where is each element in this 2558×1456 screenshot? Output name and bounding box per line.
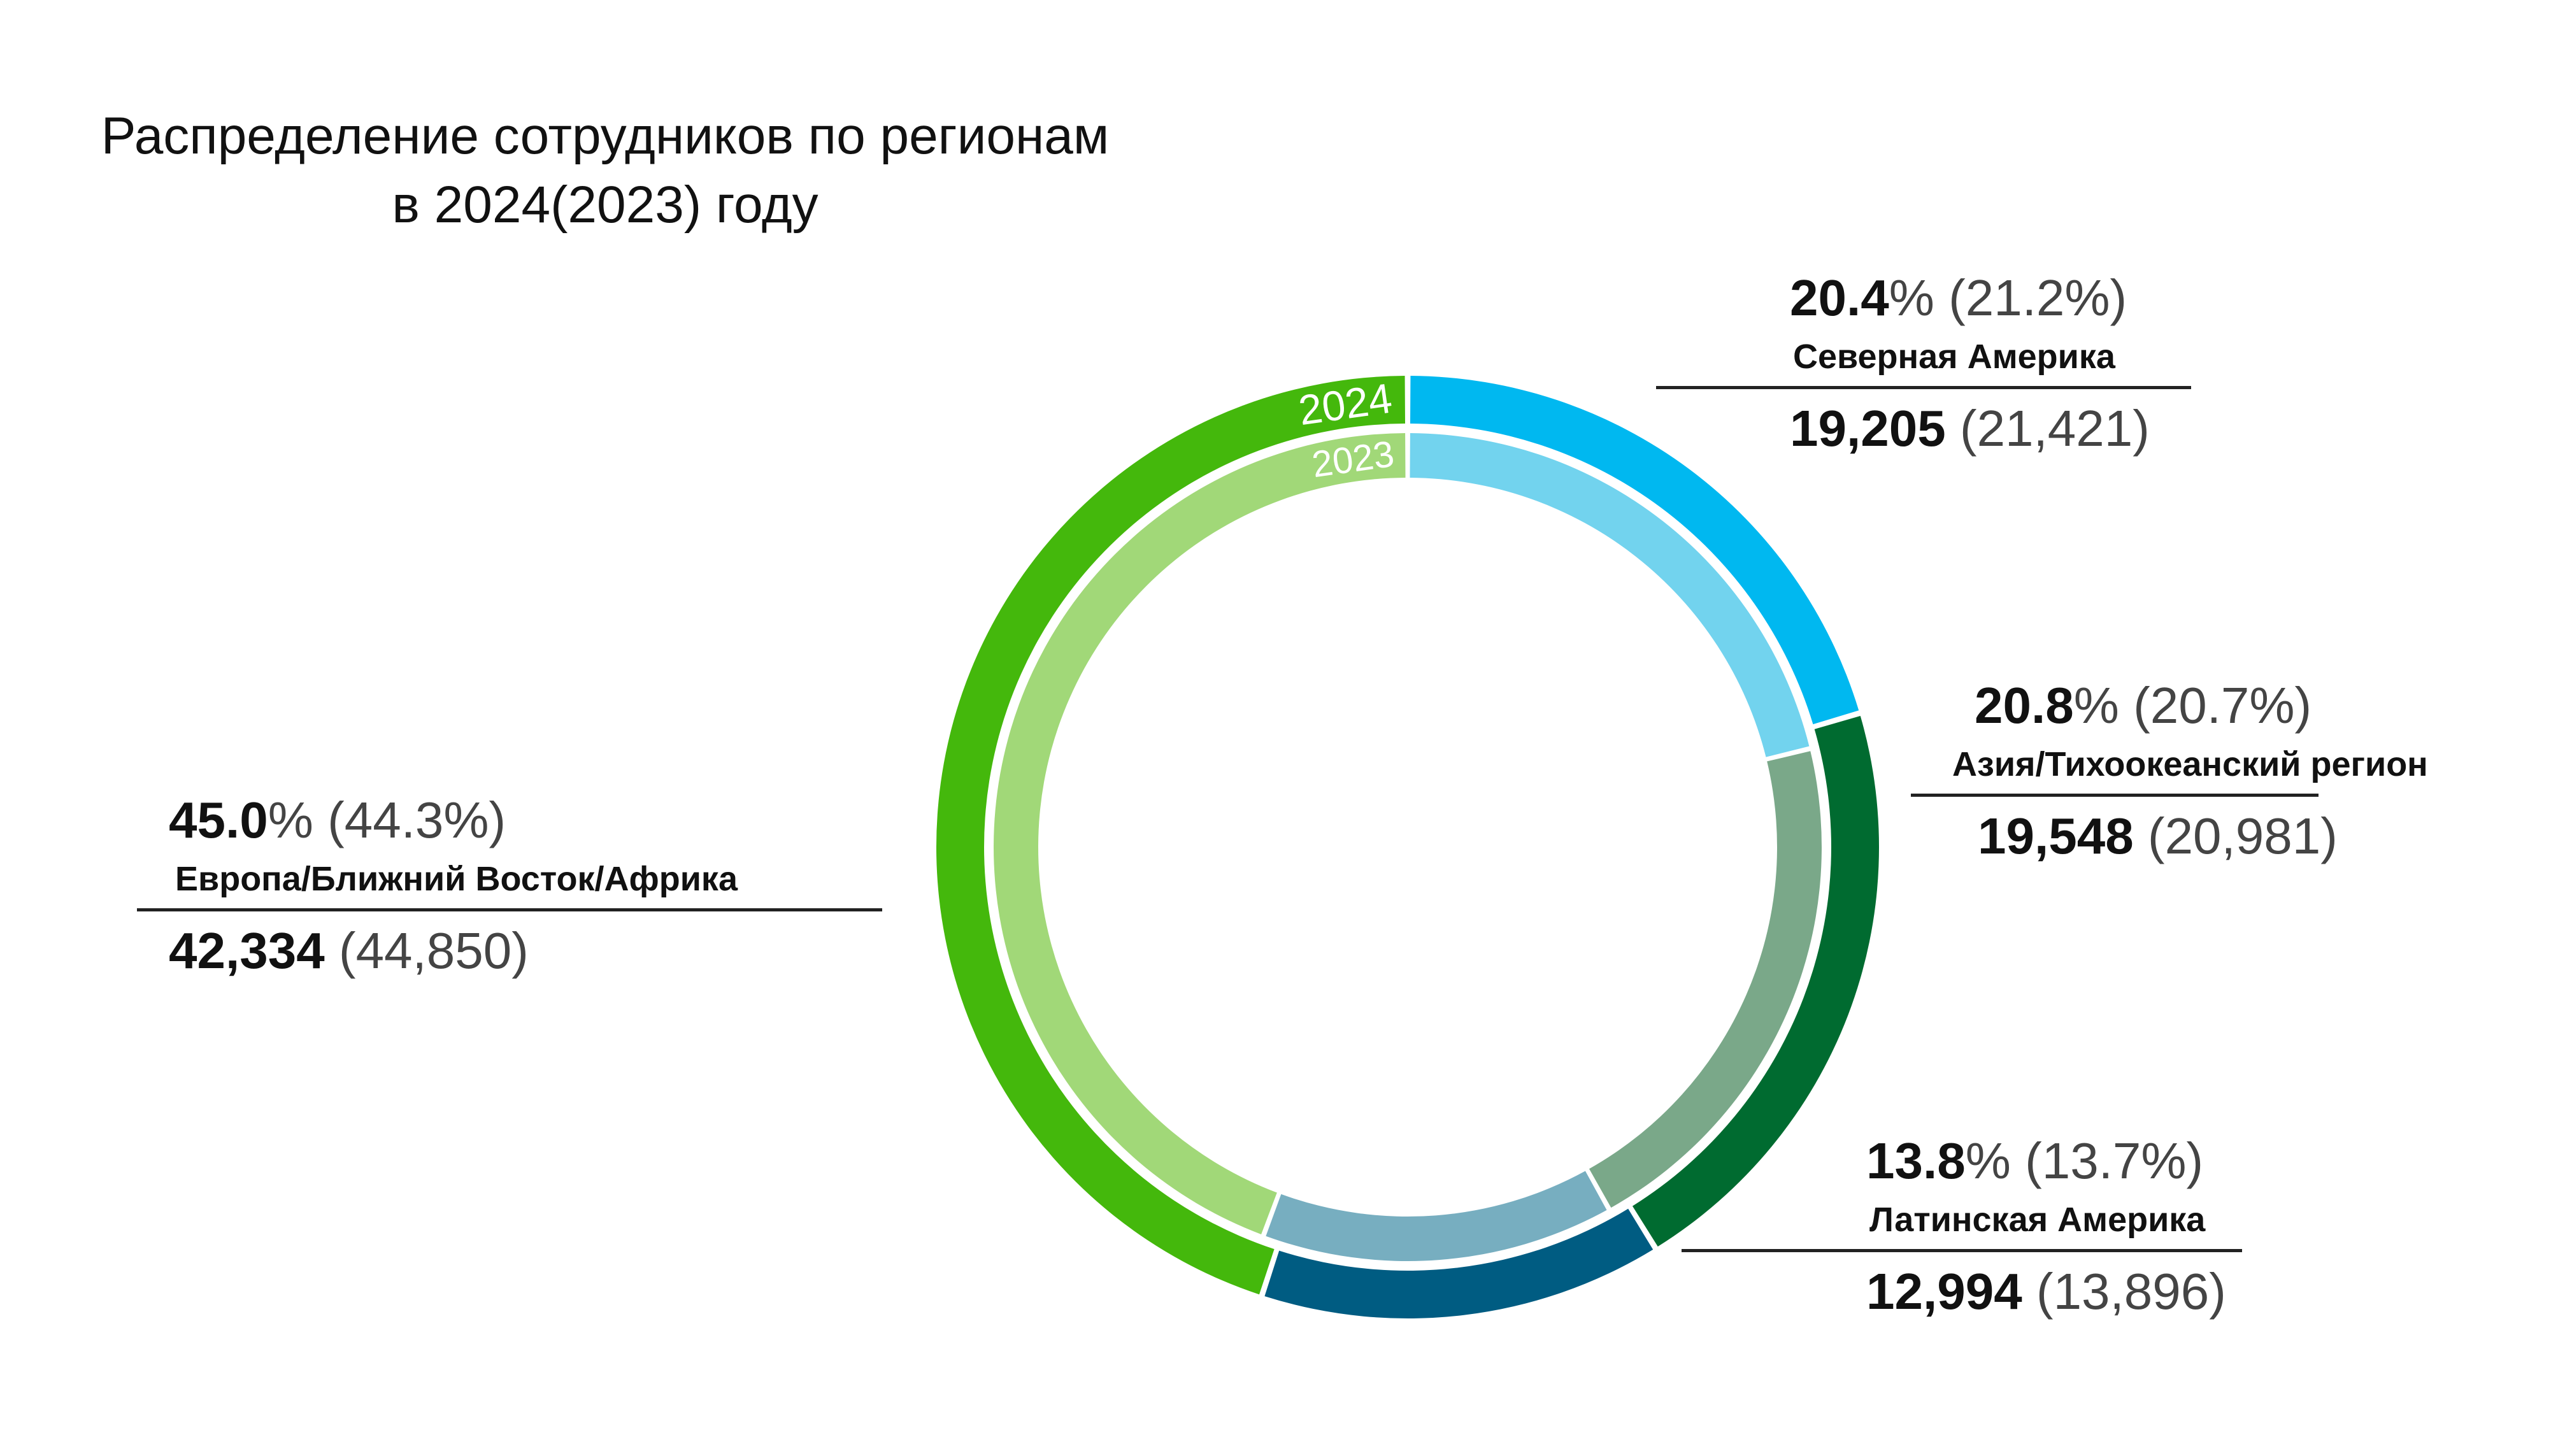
ring-2023-segment-0 [1410,433,1810,757]
chart-title-line1: Распределение сотрудников по регионам [101,107,1110,165]
count-asia-pacific: 19,548 (20,981) [1978,808,2338,864]
ring-2024-segment-3 [936,376,1406,1295]
divider-emea [137,908,882,911]
count-2023-asia-pacific: 20,981 [2164,808,2321,864]
ring-2023-segment-2 [1266,1171,1607,1261]
divider-asia-pacific [1911,794,2319,797]
count-2023-north-america: 21,421 [1976,400,2133,457]
ring-label-2024: 2024 [1296,374,1395,434]
pct-2024-asia-pacific: 20.8 [1975,677,2074,734]
pct-2024-latin-america: 13.8 [1866,1132,1966,1189]
count-2024-emea: 42,334 [169,922,325,979]
divider-north-america [1656,386,2191,389]
pct-2023-north-america: 21.2 [1965,269,2065,326]
count-north-america: 19,205 (21,421) [1790,400,2150,457]
region-name-north-america: Северная Америка [1793,338,2115,376]
region-name-latin-america: Латинская Америка [1869,1201,2206,1239]
label-asia-pacific: 20.8% (20.7%) Азия/Тихоокеанский регион … [1911,675,2428,868]
pct-asia-pacific: 20.8% (20.7%) [1975,677,2312,734]
count-latin-america: 12,994 (13,896) [1866,1263,2226,1320]
region-name-emea: Европа/Ближний Восток/Африка [175,860,738,898]
count-2024-north-america: 19,205 [1790,400,1946,457]
pct-2024-north-america: 20.4 [1790,269,1889,326]
count-2024-asia-pacific: 19,548 [1978,808,2134,864]
ring-2024-segment-0 [1410,376,1859,725]
ring-2023-segment-3 [994,433,1406,1234]
chart-title: Распределение сотрудников по регионам в … [96,102,1115,239]
label-north-america: 20.4% (21.2%) Северная Америка 19,205 (2… [1656,268,2191,460]
region-name-asia-pacific: Азия/Тихоокеанский регион [1952,745,2428,783]
pct-2024-emea: 45.0 [169,792,268,848]
count-2024-latin-america: 12,994 [1866,1263,2022,1320]
pct-emea: 45.0% (44.3%) [169,792,506,848]
ring-2024-segment-2 [1264,1208,1654,1318]
count-emea: 42,334 (44,850) [169,922,529,979]
pct-north-america: 20.4% (21.2%) [1790,269,2127,326]
pct-2023-emea: 44.3 [344,792,444,848]
pct-2023-asia-pacific: 20.7 [2150,677,2250,734]
divider-latin-america [1682,1249,2242,1252]
pct-latin-america: 13.8% (13.7%) [1866,1132,2204,1189]
chart-title-line2: в 2024(2023) году [392,176,818,234]
pct-2023-latin-america: 13.7 [2041,1132,2141,1189]
label-emea: 45.0% (44.3%) Европа/Ближний Восток/Афри… [137,790,882,983]
count-2023-emea: 44,850 [355,922,512,979]
count-2023-latin-america: 13,896 [2053,1263,2210,1320]
ring-2023-segment-1 [1589,751,1822,1208]
ring-2024-segment-1 [1632,715,1879,1247]
label-latin-america: 13.8% (13.7%) Латинская Америка 12,994 (… [1682,1131,2242,1324]
